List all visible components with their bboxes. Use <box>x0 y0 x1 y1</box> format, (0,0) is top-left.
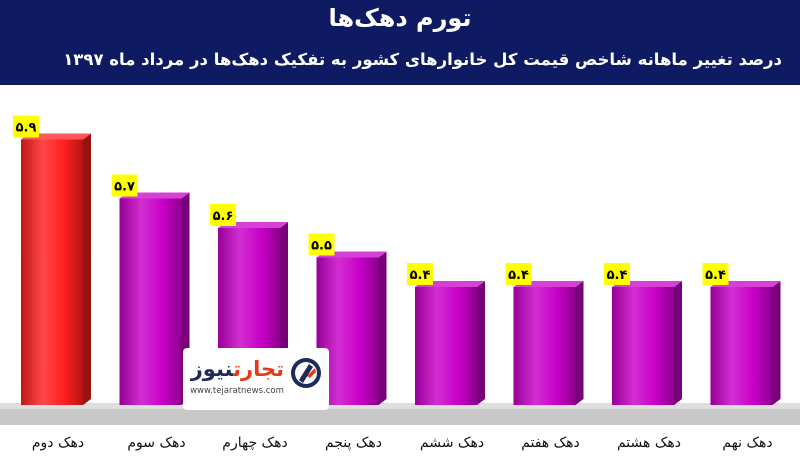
data-label-3: ۵.۶ <box>213 209 234 224</box>
data-label-6: ۵.۴ <box>508 268 529 283</box>
category-label-2: دهک سوم <box>127 435 185 451</box>
bar-8 <box>710 281 781 405</box>
category-label-5: دهک ششم <box>420 435 484 451</box>
chart-header <box>0 0 800 85</box>
category-label-7: دهک هشتم <box>617 435 681 451</box>
bar-side <box>477 281 485 405</box>
chart-floor <box>0 407 800 425</box>
bar-1 <box>21 133 91 405</box>
category-label-1: دهک دوم <box>32 435 84 451</box>
category-label-6: دهک هفتم <box>521 435 580 451</box>
bar-front <box>21 139 83 405</box>
bar-side <box>772 281 781 405</box>
watermark-brand: تجارتنیوز <box>189 356 284 382</box>
data-label-1: ۵.۹ <box>16 121 37 136</box>
category-label-8: دهک نهم <box>722 435 772 451</box>
bar-2 <box>119 192 190 405</box>
data-label-bg-4 <box>308 233 335 256</box>
watermark-brand-part1: تجارت <box>233 357 284 381</box>
data-label-7: ۵.۴ <box>607 268 628 283</box>
watermark-url: www.tejaratnews.com <box>190 386 284 396</box>
bar-7 <box>612 281 682 405</box>
data-label-bg-7 <box>604 263 630 285</box>
chart-subtitle: درصد تغییر ماهانه شاخص قیمت کل خانوارهای… <box>63 50 782 69</box>
data-label-bg-3 <box>210 204 236 226</box>
category-label-4: دهک پنجم <box>325 435 382 451</box>
bar-side <box>378 251 387 405</box>
data-label-bg-2 <box>111 174 138 197</box>
data-label-4: ۵.۵ <box>311 239 332 254</box>
data-label-5: ۵.۴ <box>410 268 431 283</box>
bar-side <box>83 133 91 405</box>
data-label-bg-8 <box>702 263 729 285</box>
bar-front <box>119 198 182 405</box>
chart-title: تورم دهک‌ها <box>328 4 472 32</box>
bar-6 <box>513 281 584 405</box>
data-label-8: ۵.۴ <box>705 268 726 283</box>
data-label-bg-6 <box>505 263 532 285</box>
bar-side <box>674 281 682 405</box>
chart-floor-top <box>0 403 800 409</box>
bar-5 <box>415 281 485 405</box>
bar-side <box>575 281 584 405</box>
bar-front <box>513 287 576 405</box>
bar-front <box>415 287 477 405</box>
watermark: تجارتنیوز www.tejaratnews.com <box>183 348 329 410</box>
bar-front <box>612 287 674 405</box>
tejaratnews-logo-icon <box>291 358 321 388</box>
data-label-2: ۵.۷ <box>114 180 135 195</box>
category-label-3: دهک چهارم <box>222 435 287 451</box>
data-label-bg-5 <box>407 263 433 285</box>
data-label-bg-1 <box>13 115 39 138</box>
bar-front <box>710 287 773 405</box>
watermark-brand-part2: نیوز <box>190 357 234 381</box>
